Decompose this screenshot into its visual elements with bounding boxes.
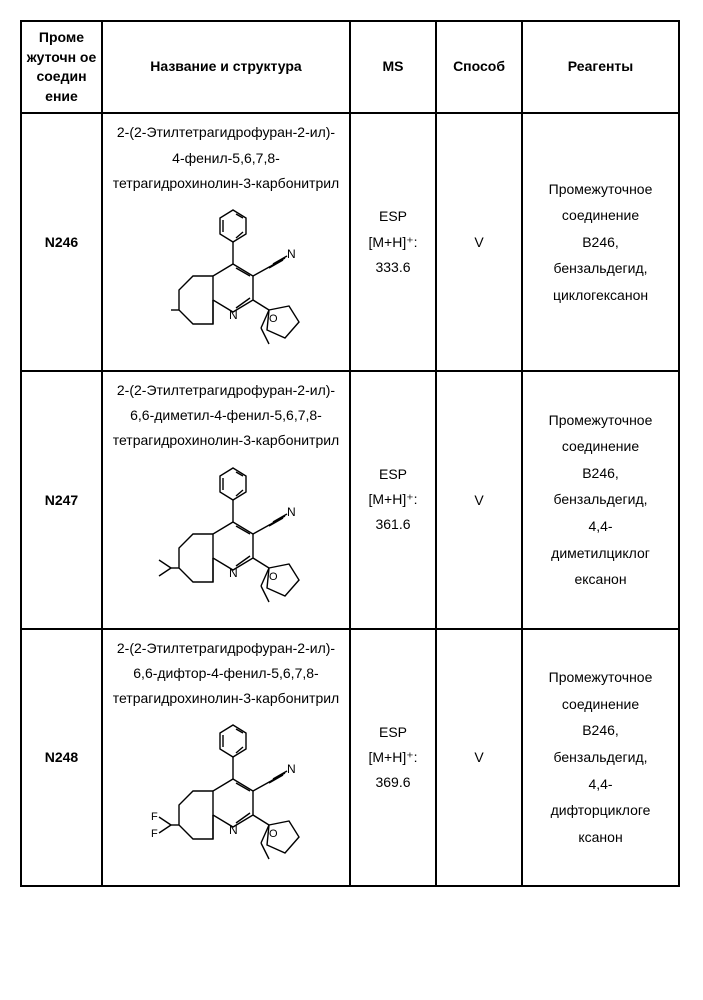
reag-line: 4,4- <box>527 771 674 798</box>
name-line: 2-(2-Этилтетрагидрофуран-2-ил)- <box>107 120 345 145</box>
ms-line: 333.6 <box>355 255 431 280</box>
svg-text:N: N <box>229 566 238 580</box>
name-line: 6,6-диметил-4-фенил-5,6,7,8- <box>107 403 345 428</box>
svg-text:N: N <box>287 247 296 261</box>
svg-text:N: N <box>229 308 238 322</box>
method-cell: V <box>436 113 522 371</box>
compound-id: N247 <box>21 371 102 629</box>
ms-line: [M+H]⁺: <box>355 230 431 255</box>
name-line: тетрагидрохинолин-3-карбонитрил <box>107 171 345 196</box>
reag-line: Промежуточное <box>527 407 674 434</box>
reagents-cell: Промежуточное соединение B246, бензальде… <box>522 113 679 371</box>
reag-line: соединение <box>527 433 674 460</box>
ms-cell: ESP [M+H]⁺: 369.6 <box>350 629 436 887</box>
table-row: N248 2-(2-Этилтетрагидрофуран-2-ил)- 6,6… <box>21 629 679 887</box>
reag-line: циклогексанон <box>527 282 674 309</box>
ms-cell: ESP [M+H]⁺: 361.6 <box>350 371 436 629</box>
reag-line: диметилциклог ексанон <box>527 540 674 593</box>
name-line: 2-(2-Этилтетрагидрофуран-2-ил)- <box>107 378 345 403</box>
reag-line: Промежуточное <box>527 664 674 691</box>
svg-text:O: O <box>269 313 278 325</box>
reag-line: B246, <box>527 717 674 744</box>
ms-line: 361.6 <box>355 512 431 537</box>
name-line: 6,6-дифтор-4-фенил-5,6,7,8- <box>107 661 345 686</box>
name-line: тетрагидрохинолин-3-карбонитрил <box>107 428 345 453</box>
reag-line: Промежуточное <box>527 176 674 203</box>
ms-cell: ESP [M+H]⁺: 333.6 <box>350 113 436 371</box>
svg-text:N: N <box>229 823 238 837</box>
reag-line: бензальдегид, <box>527 486 674 513</box>
ms-line: ESP <box>355 720 431 745</box>
ms-line: [M+H]⁺: <box>355 745 431 770</box>
header-ms: MS <box>350 21 436 113</box>
method-cell: V <box>436 629 522 887</box>
ms-line: 369.6 <box>355 770 431 795</box>
reagents-cell: Промежуточное соединение B246, бензальде… <box>522 629 679 887</box>
reag-line: соединение <box>527 202 674 229</box>
svg-text:F: F <box>151 828 158 840</box>
header-id: Проме жуточн ое соедин ение <box>21 21 102 113</box>
compound-name: 2-(2-Этилтетрагидрофуран-2-ил)- 6,6-дифт… <box>107 636 345 712</box>
reag-line: бензальдегид, <box>527 744 674 771</box>
reag-line: B246, <box>527 229 674 256</box>
name-structure-cell: 2-(2-Этилтетрагидрофуран-2-ил)- 6,6-дифт… <box>102 629 350 887</box>
table-row: N247 2-(2-Этилтетрагидрофуран-2-ил)- 6,6… <box>21 371 679 629</box>
reag-line: 4,4- <box>527 513 674 540</box>
header-reagents: Реагенты <box>522 21 679 113</box>
structure-diagram: N N O <box>141 202 311 362</box>
compound-name: 2-(2-Этилтетрагидрофуран-2-ил)- 4-фенил-… <box>107 120 345 196</box>
compound-id: N246 <box>21 113 102 371</box>
structure-diagram: N N O <box>141 460 311 620</box>
header-row: Проме жуточн ое соедин ение Название и с… <box>21 21 679 113</box>
ms-line: ESP <box>355 462 431 487</box>
reag-line: соединение <box>527 691 674 718</box>
reag-line: бензальдегид, <box>527 255 674 282</box>
compound-name: 2-(2-Этилтетрагидрофуран-2-ил)- 6,6-диме… <box>107 378 345 454</box>
reag-line: B246, <box>527 460 674 487</box>
method-cell: V <box>436 371 522 629</box>
structure-diagram: N N O F F <box>141 717 311 877</box>
compound-table: Проме жуточн ое соедин ение Название и с… <box>20 20 680 887</box>
svg-text:O: O <box>269 828 278 840</box>
reag-line: дифторциклоге ксанон <box>527 797 674 850</box>
compound-id: N248 <box>21 629 102 887</box>
reagents-cell: Промежуточное соединение B246, бензальде… <box>522 371 679 629</box>
header-method: Способ <box>436 21 522 113</box>
name-line: 4-фенил-5,6,7,8- <box>107 146 345 171</box>
ms-line: [M+H]⁺: <box>355 487 431 512</box>
header-name: Название и структура <box>102 21 350 113</box>
svg-text:F: F <box>151 811 158 823</box>
svg-text:N: N <box>287 505 296 519</box>
svg-text:N: N <box>287 762 296 776</box>
name-structure-cell: 2-(2-Этилтетрагидрофуран-2-ил)- 4-фенил-… <box>102 113 350 371</box>
svg-text:O: O <box>269 571 278 583</box>
name-line: тетрагидрохинолин-3-карбонитрил <box>107 686 345 711</box>
table-row: N246 2-(2-Этилтетрагидрофуран-2-ил)- 4-ф… <box>21 113 679 371</box>
name-line: 2-(2-Этилтетрагидрофуран-2-ил)- <box>107 636 345 661</box>
name-structure-cell: 2-(2-Этилтетрагидрофуран-2-ил)- 6,6-диме… <box>102 371 350 629</box>
ms-line: ESP <box>355 204 431 229</box>
